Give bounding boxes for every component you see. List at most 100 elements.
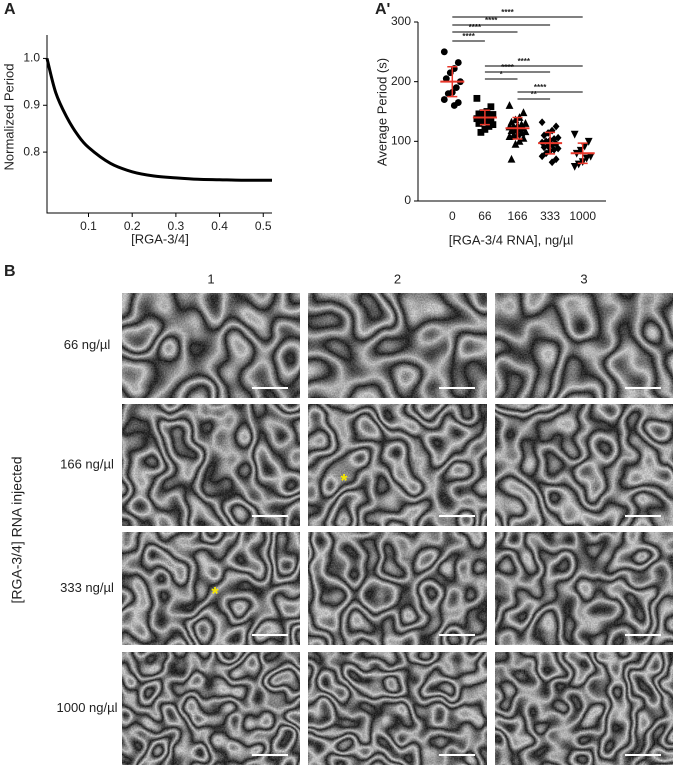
column-label: 1 xyxy=(207,271,214,286)
data-point xyxy=(538,152,546,161)
data-point xyxy=(475,110,483,118)
row-axis-label: [RGA-3/4] RNA injected xyxy=(9,456,25,603)
micrograph xyxy=(122,293,300,398)
data-point xyxy=(485,111,493,119)
data-point xyxy=(481,126,489,133)
data-point xyxy=(450,102,458,109)
row-label: 333 ng/µl xyxy=(60,580,114,595)
row-label: 1000 ng/µl xyxy=(57,700,118,715)
asterisk: * xyxy=(211,584,218,604)
micrograph xyxy=(495,404,673,526)
row-label: 66 ng/µl xyxy=(64,337,111,352)
micrograph xyxy=(495,293,673,398)
panel-label: A' xyxy=(375,1,390,18)
data-point xyxy=(570,162,579,171)
data-point xyxy=(475,120,483,127)
data-point xyxy=(540,131,548,140)
data-point xyxy=(487,103,495,111)
panel-label: A xyxy=(4,1,16,18)
y-tick-label: 0.8 xyxy=(23,144,40,158)
y-tick-label: 0.9 xyxy=(23,97,40,111)
data-point xyxy=(483,117,491,125)
significance-label: **** xyxy=(501,8,514,17)
x-tick-label: 1000 xyxy=(569,209,596,223)
data-point xyxy=(570,130,579,139)
data-point xyxy=(473,115,481,123)
asterisk: * xyxy=(340,471,347,491)
panel-label: B xyxy=(4,263,16,280)
significance-label: **** xyxy=(534,83,547,92)
significance-label: **** xyxy=(469,23,482,32)
data-point xyxy=(582,154,591,163)
y-axis-label: Normalized Period xyxy=(1,64,16,171)
axis-line xyxy=(417,22,606,202)
y-tick-label: 1.0 xyxy=(23,51,40,65)
data-point xyxy=(489,111,497,118)
y-tick-label: 100 xyxy=(391,134,411,148)
x-tick-label: 66 xyxy=(478,209,492,223)
data-point xyxy=(442,75,450,83)
data-point xyxy=(548,158,556,167)
data-point xyxy=(574,160,583,169)
data-point xyxy=(489,121,497,129)
data-point xyxy=(519,133,528,142)
data-point xyxy=(505,132,514,140)
x-tick-label: 0.4 xyxy=(211,219,228,233)
x-tick-label: 166 xyxy=(507,209,527,223)
micrograph xyxy=(308,293,487,398)
micrograph xyxy=(122,404,300,526)
data-point xyxy=(584,137,593,146)
data-point xyxy=(479,109,487,117)
data-point xyxy=(452,84,460,92)
x-tick-label: 333 xyxy=(540,209,560,223)
data-point xyxy=(505,101,514,109)
data-point xyxy=(540,143,548,152)
significance-label: **** xyxy=(462,32,475,41)
data-point xyxy=(507,154,516,163)
micrograph xyxy=(308,404,487,526)
x-tick-label: 0.3 xyxy=(168,219,185,233)
significance-label: * xyxy=(500,70,504,79)
data-point xyxy=(487,116,495,124)
significance-label: **** xyxy=(501,63,514,72)
y-axis-label: Average Period (s) xyxy=(374,58,389,166)
y-tick-label: 300 xyxy=(391,14,411,28)
column-label: 2 xyxy=(394,271,401,286)
x-axis-label: [RGA-3/4] xyxy=(131,231,189,246)
micrograph xyxy=(308,652,487,765)
micrograph xyxy=(495,532,673,645)
data-point xyxy=(483,108,491,115)
row-label: 166 ng/µl xyxy=(60,456,114,471)
y-tick-label: 200 xyxy=(391,74,411,88)
significance-label: ** xyxy=(531,90,538,99)
data-point xyxy=(477,128,485,136)
x-tick-label: 0 xyxy=(449,209,456,223)
data-point xyxy=(538,118,546,127)
significance-label: **** xyxy=(485,16,498,25)
data-point xyxy=(515,136,524,145)
data-point xyxy=(440,96,448,103)
x-tick-label: 0.5 xyxy=(255,219,272,233)
data-point xyxy=(444,90,452,97)
column-label: 3 xyxy=(580,271,587,286)
x-axis-label: [RGA-3/4 RNA], ng/µl xyxy=(449,232,574,247)
axis-line xyxy=(46,35,272,214)
data-point xyxy=(454,59,462,66)
x-tick-label: 0.1 xyxy=(80,219,97,233)
y-tick-label: 0 xyxy=(404,193,411,207)
micrograph xyxy=(122,652,300,765)
line xyxy=(45,58,272,182)
data-point xyxy=(473,94,481,102)
data-point xyxy=(440,48,448,56)
data-point xyxy=(479,118,487,126)
micrograph xyxy=(495,652,673,765)
data-point xyxy=(519,108,528,117)
data-point xyxy=(511,139,520,148)
micrograph xyxy=(308,532,487,645)
data-point xyxy=(485,123,493,130)
data-point xyxy=(552,122,560,131)
micrograph xyxy=(122,532,300,645)
x-tick-label: 0.2 xyxy=(124,219,141,233)
significance-label: **** xyxy=(518,57,531,66)
